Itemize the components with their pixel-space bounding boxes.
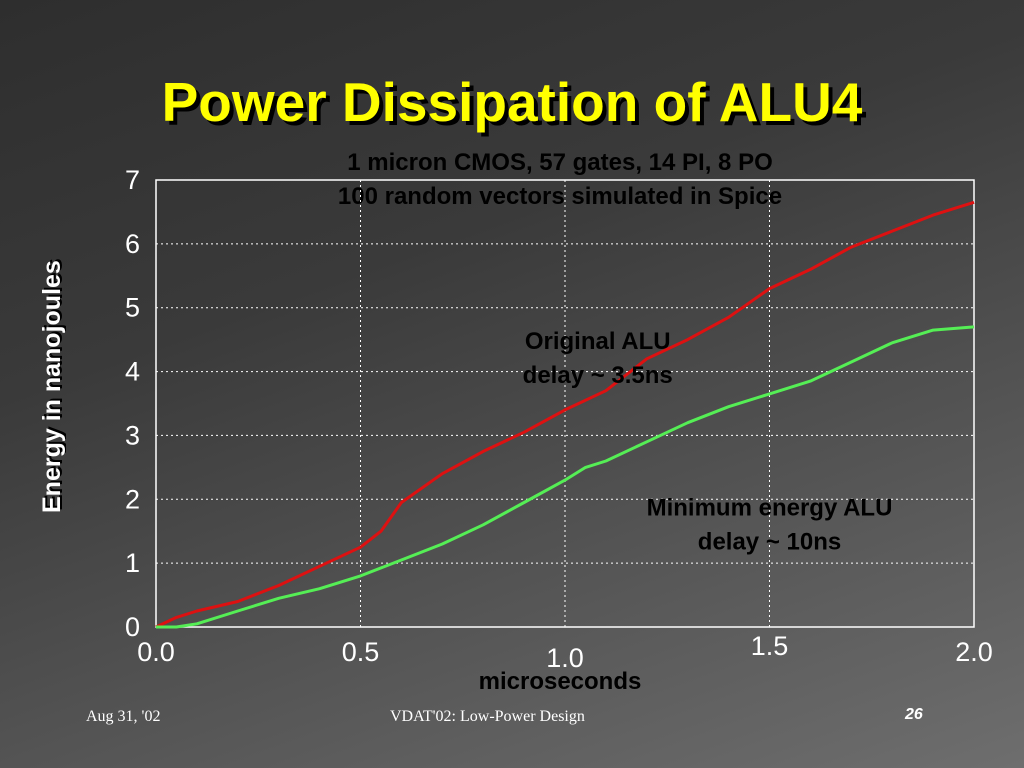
y-tick-label: 1 xyxy=(125,548,140,578)
series-line-minimum-energy-alu xyxy=(156,325,975,629)
annotation-text: delay ~ 10ns xyxy=(698,528,841,555)
x-tick-label: 0.0 xyxy=(137,637,175,667)
chart-subtitle-line1: 1 micron CMOS, 57 gates, 14 PI, 8 PO xyxy=(347,149,773,176)
annotation-text: Original ALU xyxy=(525,328,671,355)
annotation-text: Minimum energy ALU xyxy=(647,494,893,521)
x-axis-label: microseconds xyxy=(478,668,642,695)
y-tick-label: 4 xyxy=(125,357,140,387)
footer-date: Aug 31, '02 xyxy=(86,708,161,725)
x-tick-label: 0.5 xyxy=(342,637,380,667)
chart-subtitle-line2: 100 random vectors simulated in Spice xyxy=(337,183,783,210)
y-tick-label: 5 xyxy=(125,293,140,323)
page-number: 26 xyxy=(905,706,923,723)
y-tick-label: 7 xyxy=(125,165,140,195)
x-tick-label: 1.5 xyxy=(751,631,789,661)
y-tick-label: 3 xyxy=(125,420,140,450)
y-tick-label: 2 xyxy=(125,484,140,514)
series-line-original-alu xyxy=(155,200,975,629)
slide-title: Power Dissipation of ALU4 xyxy=(161,71,863,133)
footer-center: VDAT'02: Low-Power Design xyxy=(390,708,585,725)
y-tick-label: 6 xyxy=(125,229,140,259)
x-tick-label: 1.0 xyxy=(546,643,584,673)
annotation-text: delay ~ 3.5ns xyxy=(523,362,673,389)
x-tick-label: 2.0 xyxy=(955,637,993,667)
y-tick-label: 0 xyxy=(125,612,140,642)
y-axis-label: Energy in nanojoules xyxy=(38,260,66,514)
